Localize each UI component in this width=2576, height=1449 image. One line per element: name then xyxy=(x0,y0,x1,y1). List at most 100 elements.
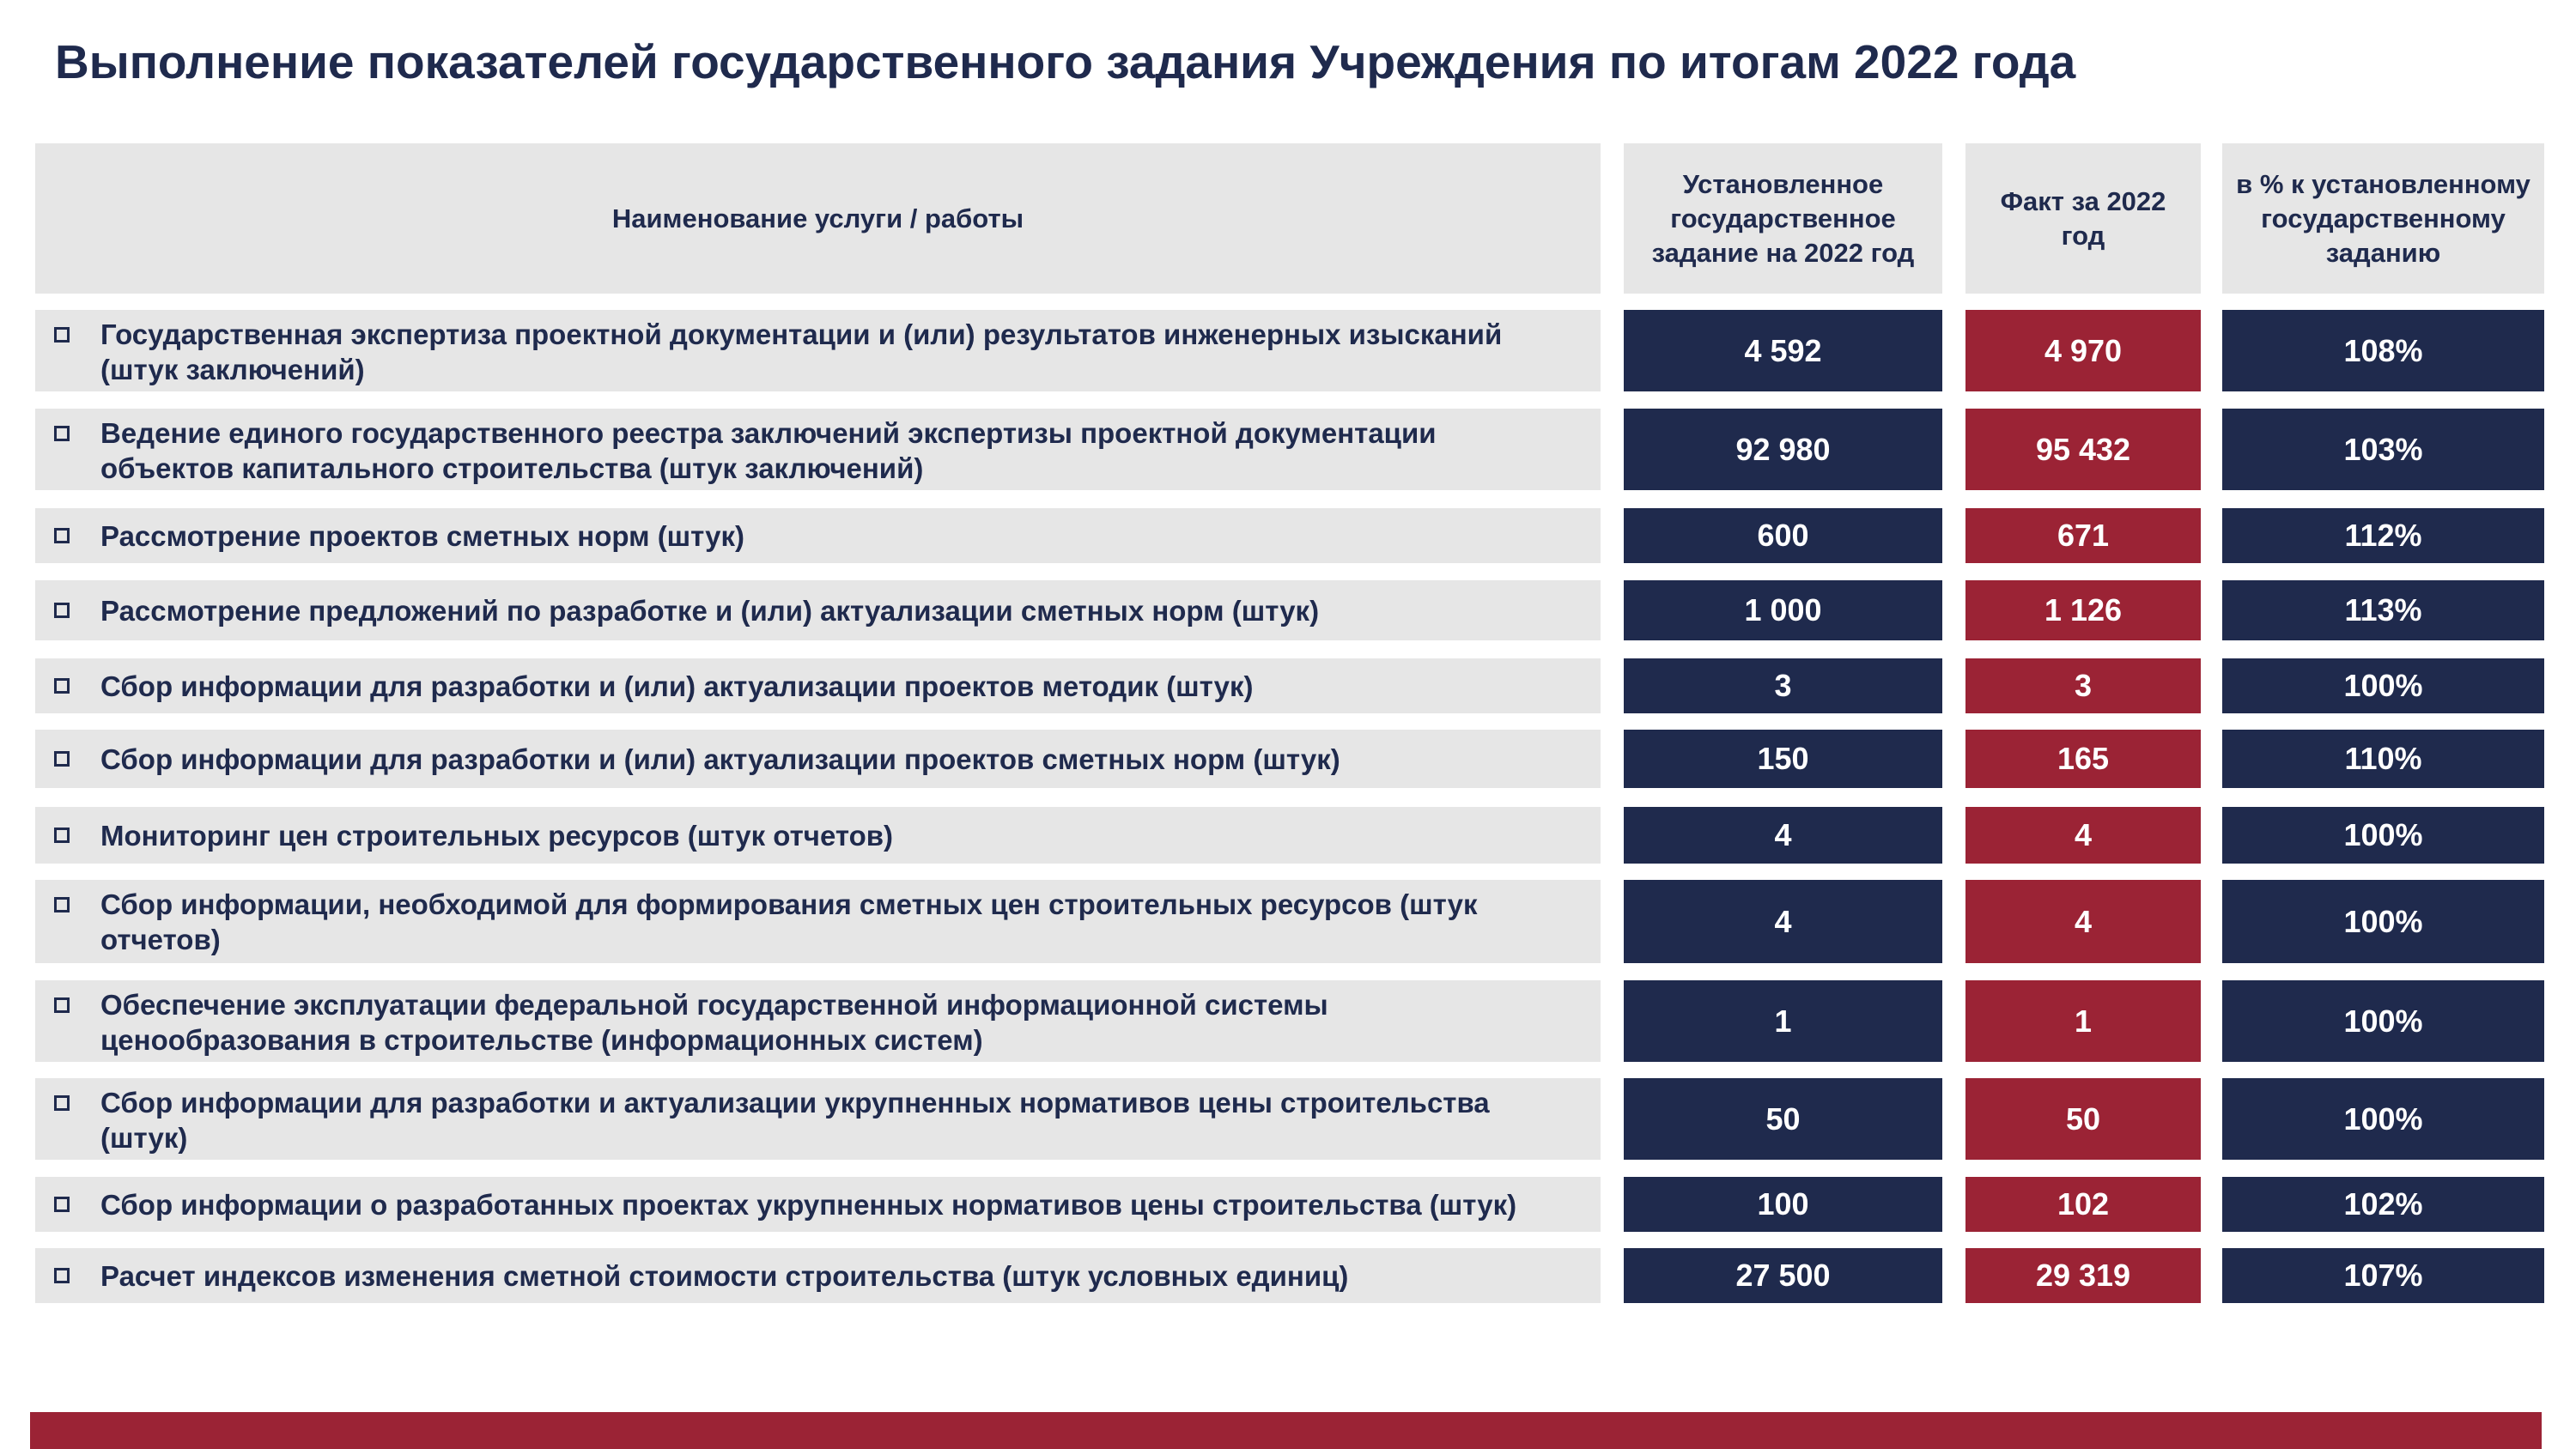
value-cell: 100% xyxy=(2222,880,2544,963)
cell-text: Факт за 2022 год xyxy=(2000,185,2166,251)
service-name: Сбор информации о разработанных проектах… xyxy=(35,1177,1601,1232)
cell-text: 600 xyxy=(1757,518,1809,553)
bullet-box xyxy=(54,1095,70,1111)
bullet-box xyxy=(54,1268,70,1283)
cell-text: 92 980 xyxy=(1735,431,1831,467)
service-name: Сбор информации для разработки и (или) а… xyxy=(35,730,1601,788)
value-cell: 165 xyxy=(1965,730,2201,788)
cell-text: 110% xyxy=(2344,741,2422,776)
value-cell: 600 xyxy=(1624,508,1942,563)
bullet-box xyxy=(54,327,70,343)
service-name: Сбор информации для разработки и актуали… xyxy=(35,1078,1601,1160)
bullet-box xyxy=(54,603,70,618)
cell-text: 100% xyxy=(2343,817,2423,852)
cell-text: 100% xyxy=(2343,903,2423,939)
cell-text: 1 000 xyxy=(1744,592,1822,627)
cell-text: 112% xyxy=(2344,518,2422,553)
cell-text: 4 592 xyxy=(1744,332,1822,368)
service-name: Мониторинг цен строительных ресурсов (шт… xyxy=(35,807,1601,864)
service-name: Государственная экспертиза проектной док… xyxy=(35,310,1601,391)
cell-text: Мониторинг цен строительных ресурсов (шт… xyxy=(100,819,894,852)
service-name: Сбор информации, необходимой для формиро… xyxy=(35,880,1601,963)
cell-text: 100% xyxy=(2343,668,2423,703)
cell-text: Сбор информации для разработки и актуали… xyxy=(100,1087,1490,1154)
value-cell: 29 319 xyxy=(1965,1248,2201,1303)
cell-text: в % к установленному государственному за… xyxy=(2236,168,2530,268)
cell-text: 103% xyxy=(2343,431,2423,467)
value-cell: 1 xyxy=(1965,980,2201,1062)
value-cell: 112% xyxy=(2222,508,2544,563)
value-cell: 4 xyxy=(1624,880,1942,963)
footer-bar xyxy=(30,1412,2542,1449)
value-cell: 1 000 xyxy=(1624,580,1942,640)
cell-text: Ведение единого государственного реестра… xyxy=(100,417,1437,484)
bullet-box xyxy=(54,528,70,543)
value-cell: 102% xyxy=(2222,1177,2544,1232)
cell-text: 50 xyxy=(2065,1100,2101,1137)
cell-text: 4 xyxy=(2074,817,2093,852)
value-cell: 50 xyxy=(1624,1078,1942,1160)
cell-text: 165 xyxy=(2057,741,2110,776)
value-cell: 100% xyxy=(2222,1078,2544,1160)
cell-text: 102% xyxy=(2343,1186,2423,1222)
cell-text: 50 xyxy=(1765,1100,1801,1137)
cell-text: 107% xyxy=(2343,1258,2423,1293)
value-cell: 4 xyxy=(1965,880,2201,963)
column-header: Установленное государственное задание на… xyxy=(1624,143,1942,294)
cell-text: 27 500 xyxy=(1735,1258,1831,1293)
cell-text: 4 970 xyxy=(2044,332,2123,368)
service-name: Сбор информации для разработки и (или) а… xyxy=(35,658,1601,713)
value-cell: 103% xyxy=(2222,409,2544,490)
value-cell: 3 xyxy=(1965,658,2201,713)
value-cell: 27 500 xyxy=(1624,1248,1942,1303)
value-cell: 92 980 xyxy=(1624,409,1942,490)
cell-text: Сбор информации для разработки и (или) а… xyxy=(100,743,1340,775)
value-cell: 4 xyxy=(1965,807,2201,864)
value-cell: 4 xyxy=(1624,807,1942,864)
value-cell: 150 xyxy=(1624,730,1942,788)
value-cell: 113% xyxy=(2222,580,2544,640)
value-cell: 95 432 xyxy=(1965,409,2201,490)
cell-text: 1 126 xyxy=(2044,592,2123,627)
cell-text: Государственная экспертиза проектной док… xyxy=(100,318,1503,385)
cell-text: Установленное государственное задание на… xyxy=(1651,168,1915,268)
value-cell: 671 xyxy=(1965,508,2201,563)
service-name: Обеспечение эксплуатации федеральной гос… xyxy=(35,980,1601,1062)
cell-text: Сбор информации для разработки и (или) а… xyxy=(100,670,1254,702)
value-cell: 100% xyxy=(2222,807,2544,864)
cell-text: Рассмотрение предложений по разработке и… xyxy=(100,594,1320,627)
value-cell: 110% xyxy=(2222,730,2544,788)
value-cell: 100% xyxy=(2222,658,2544,713)
service-name: Рассмотрение предложений по разработке и… xyxy=(35,580,1601,640)
cell-text: 95 432 xyxy=(2035,431,2131,467)
value-cell: 108% xyxy=(2222,310,2544,391)
cell-text: 29 319 xyxy=(2035,1258,2131,1293)
bullet-box xyxy=(54,828,70,843)
cell-text: 3 xyxy=(1774,668,1792,703)
value-cell: 4 592 xyxy=(1624,310,1942,391)
service-name: Ведение единого государственного реестра… xyxy=(35,409,1601,490)
cell-text: 113% xyxy=(2344,592,2422,627)
service-name: Рассмотрение проектов сметных норм (штук… xyxy=(35,508,1601,563)
bullet-box xyxy=(54,426,70,441)
cell-text: 671 xyxy=(2057,518,2110,553)
service-name: Расчет индексов изменения сметной стоимо… xyxy=(35,1248,1601,1303)
cell-text: 3 xyxy=(2074,668,2093,703)
cell-text: 1 xyxy=(1774,1003,1792,1039)
cell-text: Обеспечение эксплуатации федеральной гос… xyxy=(100,989,1328,1056)
value-cell: 100% xyxy=(2222,980,2544,1062)
cell-text: 100% xyxy=(2343,1003,2423,1039)
cell-text: Расчет индексов изменения сметной стоимо… xyxy=(100,1259,1349,1292)
column-header: Наименование услуги / работы xyxy=(35,143,1601,294)
bullet-box xyxy=(54,897,70,912)
value-cell: 1 126 xyxy=(1965,580,2201,640)
cell-text: Сбор информации о разработанных проектах… xyxy=(100,1188,1517,1221)
cell-text: 4 xyxy=(1774,817,1792,852)
cell-text: 4 xyxy=(1774,903,1792,939)
cell-text: 102 xyxy=(2057,1186,2110,1222)
cell-text: Наименование услуги / работы xyxy=(611,203,1024,233)
value-cell: 107% xyxy=(2222,1248,2544,1303)
cell-text: Сбор информации, необходимой для формиро… xyxy=(100,888,1478,955)
value-cell: 102 xyxy=(1965,1177,2201,1232)
